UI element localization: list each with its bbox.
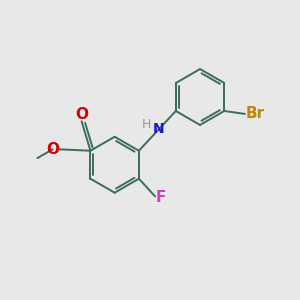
Text: Br: Br xyxy=(246,106,265,122)
Text: O: O xyxy=(75,107,88,122)
Text: H: H xyxy=(142,118,151,131)
Text: N: N xyxy=(153,122,165,136)
Text: F: F xyxy=(155,190,166,205)
Text: O: O xyxy=(46,142,59,157)
